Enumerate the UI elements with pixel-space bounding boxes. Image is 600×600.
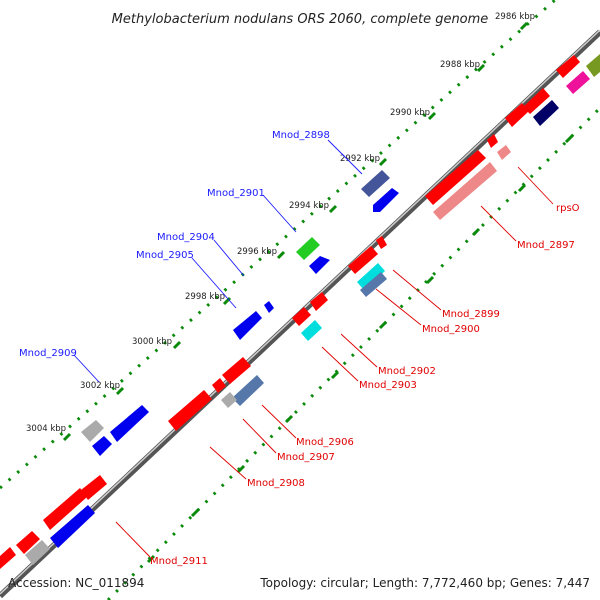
gene-mnod-2901-b[interactable] xyxy=(309,256,330,274)
map-title: Methylobacterium nodulans ORS 2060, comp… xyxy=(112,12,489,27)
gene-mnod-2907-gray[interactable] xyxy=(221,392,237,408)
gene-mnod-2908[interactable] xyxy=(168,390,212,431)
gene-label-mnod-2908[interactable]: Mnod_2908 xyxy=(247,478,305,489)
gene-red-top-3[interactable] xyxy=(505,103,529,127)
gene-mnod-2897-pink[interactable] xyxy=(433,162,497,220)
label-leader-lines xyxy=(73,139,554,558)
gene-mnod-2902-b[interactable] xyxy=(310,292,328,311)
gene-olive[interactable] xyxy=(586,54,600,77)
gene-mnod-2900-steel[interactable] xyxy=(360,272,387,297)
gene-label-mnod-2904[interactable]: Mnod_2904 xyxy=(157,232,215,243)
gene-red-lower-left[interactable] xyxy=(16,531,40,554)
gene-rpso-red[interactable] xyxy=(487,134,498,148)
gene-mnod-2902[interactable] xyxy=(292,307,311,326)
gene-label-mnod-2899[interactable]: Mnod_2899 xyxy=(442,309,500,320)
gene-mnod-2906-b[interactable] xyxy=(212,378,226,393)
gene-mnod-2901[interactable] xyxy=(296,237,320,260)
gene-mnod-2904[interactable] xyxy=(264,301,274,313)
gene-mnod-2905[interactable] xyxy=(233,311,262,340)
inner-tick-ring xyxy=(106,106,600,600)
tick-label-2996: 2996 kbp xyxy=(237,247,277,257)
gene-navy[interactable] xyxy=(533,100,559,126)
gene-label-rpso[interactable]: rpsO xyxy=(556,203,580,214)
gene-label-mnod-2898[interactable]: Mnod_2898 xyxy=(272,130,330,141)
gene-label-mnod-2901[interactable]: Mnod_2901 xyxy=(207,188,265,199)
gene-label-mnod-2911[interactable]: Mnod_2911 xyxy=(150,556,208,567)
gene-label-mnod-2897[interactable]: Mnod_2897 xyxy=(517,240,575,251)
gene-mnod-2909[interactable] xyxy=(110,405,149,442)
gene-gray-left[interactable] xyxy=(81,420,104,442)
tick-label-3002: 3002 kbp xyxy=(80,381,120,391)
tick-label-2998: 2998 kbp xyxy=(185,292,225,302)
gene-gray-lower[interactable] xyxy=(25,540,50,565)
gene-red-top-1[interactable] xyxy=(556,55,580,78)
gene-label-mnod-2905[interactable]: Mnod_2905 xyxy=(136,250,194,261)
gene-mnod-2909-b[interactable] xyxy=(92,436,112,456)
gene-red-edge[interactable] xyxy=(0,547,16,569)
tick-marks xyxy=(62,21,574,564)
tick-label-2986: 2986 kbp xyxy=(495,12,535,22)
gene-blue-lower[interactable] xyxy=(50,505,95,548)
gene-magenta[interactable] xyxy=(566,71,590,94)
accession-text: Accession: NC_011894 xyxy=(8,576,144,590)
gene-label-mnod-2909[interactable]: Mnod_2909 xyxy=(19,348,77,359)
gene-label-mnod-2900[interactable]: Mnod_2900 xyxy=(422,324,480,335)
genome-summary-text: Topology: circular; Length: 7,772,460 bp… xyxy=(259,576,590,590)
gene-label-mnod-2902[interactable]: Mnod_2902 xyxy=(378,366,436,377)
gene-mnod-2906[interactable] xyxy=(222,357,251,384)
gene-mnod-2900[interactable] xyxy=(357,263,385,290)
gene-mnod-2899[interactable] xyxy=(348,246,378,274)
genes xyxy=(0,54,600,569)
gene-label-mnod-2907[interactable]: Mnod_2907 xyxy=(277,452,335,463)
tick-label-2990: 2990 kbp xyxy=(390,108,430,118)
gene-mnod-2911-b[interactable] xyxy=(81,475,107,500)
gene-mnod-2903[interactable] xyxy=(301,320,322,341)
gene-label-mnod-2903[interactable]: Mnod_2903 xyxy=(359,380,417,391)
tick-label-2988: 2988 kbp xyxy=(440,60,480,70)
outer-tick-ring xyxy=(0,0,556,490)
tick-label-3004: 3004 kbp xyxy=(26,424,66,434)
tick-label-2994: 2994 kbp xyxy=(289,201,329,211)
gene-red-top-2[interactable] xyxy=(523,88,550,114)
gene-mnod-2897[interactable] xyxy=(425,150,486,205)
gene-mnod-2898-slate[interactable] xyxy=(361,170,390,197)
gene-mnod-2907[interactable] xyxy=(232,375,264,406)
gene-mnod-2898[interactable] xyxy=(373,188,399,212)
gene-label-mnod-2906[interactable]: Mnod_2906 xyxy=(296,437,354,448)
tick-label-2992: 2992 kbp xyxy=(340,154,380,164)
gene-mnod-2911[interactable] xyxy=(43,488,87,530)
gene-mnod-2899-tip[interactable] xyxy=(376,236,387,249)
tick-label-3000: 3000 kbp xyxy=(132,337,172,347)
gene-rpso[interactable] xyxy=(497,145,511,160)
